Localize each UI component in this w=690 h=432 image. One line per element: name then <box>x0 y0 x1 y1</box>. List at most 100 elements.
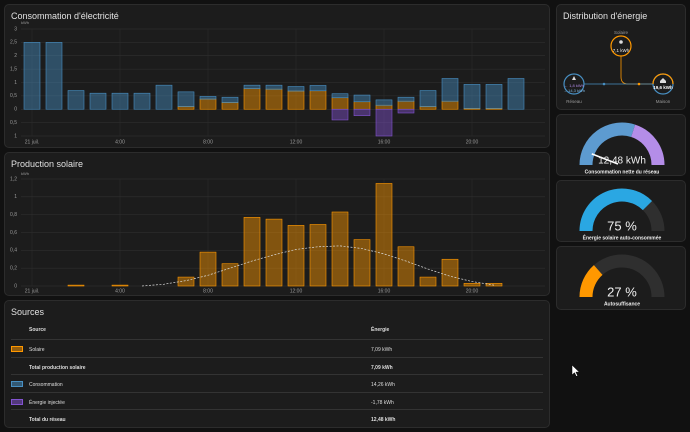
y-tick-label: 1 <box>14 80 17 86</box>
y-tick-label: 0,8 <box>10 212 17 218</box>
bar <box>353 94 371 103</box>
bar <box>397 100 415 110</box>
y-tick-label: 1 <box>14 133 17 139</box>
card-title: Distribution d'énergie <box>563 11 648 21</box>
bar <box>485 283 503 287</box>
bar <box>243 217 261 287</box>
bar <box>177 106 195 110</box>
source-cell: Solaire <box>29 347 45 353</box>
energy-cell: 7,09 kWh <box>371 364 393 371</box>
separator <box>11 356 543 358</box>
x-tick-label: 21 juil. <box>25 139 39 145</box>
node-value: ← 1,8 kWh <box>564 83 584 88</box>
bar <box>331 97 349 110</box>
bar <box>177 276 195 287</box>
x-tick-label: 16:00 <box>378 288 391 294</box>
grid-node <box>563 73 585 95</box>
gauge-arc <box>630 124 665 166</box>
bar <box>375 183 393 287</box>
gauge-card: 27 % Autosuffisance <box>556 246 686 310</box>
x-tick-label: 12:00 <box>290 288 303 294</box>
gauge-card: 75 % Énergie solaire auto-consommée <box>556 180 686 242</box>
bar <box>419 90 437 107</box>
home-ring <box>652 73 674 85</box>
swatch <box>11 398 23 405</box>
chart: kWh 21 juil. 4:00 8:00 12:00 16:00 20:00 3 2,5 2 1… <box>10 20 545 145</box>
bar <box>397 96 415 102</box>
y-tick-label: 0 <box>14 107 17 113</box>
card-title: Production solaire <box>11 159 84 169</box>
x-tick-label: 12:00 <box>290 139 303 145</box>
gauge: 12,48 kWh Consommation nette du réseau <box>579 122 665 175</box>
flow-dot <box>637 82 641 86</box>
y-tick-label: 1,5 <box>10 66 17 72</box>
bar <box>221 102 239 110</box>
bar <box>177 91 195 107</box>
bar <box>23 42 41 110</box>
bar <box>287 86 305 92</box>
distribution-card: Distribution d'énergie Solaire 7,1 kWh ←… <box>556 4 686 110</box>
y-tick-label: 0 <box>14 283 17 289</box>
bar <box>243 84 261 89</box>
bar <box>221 96 239 103</box>
source-cell: Total production solaire <box>29 364 86 371</box>
bar <box>265 218 283 287</box>
bar <box>199 98 217 110</box>
separator <box>11 339 543 340</box>
bar <box>441 78 459 102</box>
mouse-cursor <box>571 364 580 377</box>
bar <box>397 108 415 114</box>
y-axis-label: kWh <box>21 20 29 25</box>
bar <box>243 88 261 110</box>
gauge-label: 75 % <box>607 218 637 233</box>
bar <box>111 284 129 287</box>
bar <box>133 92 151 110</box>
gauge-value <box>579 188 653 232</box>
x-tick-label: 4:00 <box>115 139 125 145</box>
energy-cell: -1,78 kWh <box>371 399 394 406</box>
bar <box>67 284 85 287</box>
solar-flow <box>620 56 653 85</box>
x-tick-label: 8:00 <box>203 139 213 145</box>
bar <box>265 88 283 110</box>
bar <box>507 78 525 110</box>
line <box>141 245 495 287</box>
sources-card: Sources Source Énergie Solaire 7,09 kWh To… <box>4 300 550 428</box>
y-tick-label: 0,4 <box>10 248 17 254</box>
solar-card: Production solaire kWh 21 juil. 4:00 8:00 12… <box>4 152 550 296</box>
card-title: Consommation d'électricité <box>11 11 119 21</box>
bar <box>221 263 239 287</box>
y-tick-label: 1 <box>14 194 17 200</box>
x-tick-label: 16:00 <box>378 139 391 145</box>
energy-cell: 7,09 kWh <box>371 347 393 353</box>
gauge: 75 %Énergie solaire auto-consommée <box>579 188 665 241</box>
bar <box>485 84 503 109</box>
column-header: Source <box>29 327 46 333</box>
home-icon <box>660 78 666 83</box>
bar <box>309 90 327 110</box>
y-tick-label: 2 <box>14 53 17 59</box>
bar <box>309 85 327 92</box>
source-cell: Énergie injectée <box>29 399 65 406</box>
y-tick-label: 0,5 <box>10 93 17 99</box>
bar <box>89 92 107 110</box>
distribution-diagram: Solaire 7,1 kWh ← 1,8 kWh → 14,3 kWh Rés… <box>563 30 674 104</box>
gauge-card: 12,48 kWh Consommation nette du réseau <box>556 114 686 176</box>
bar <box>331 108 349 121</box>
bar <box>353 108 371 116</box>
gauge-value <box>579 265 603 298</box>
x-tick-label: 8:00 <box>203 288 213 294</box>
separator <box>11 391 543 393</box>
node-label: Solaire <box>614 30 629 35</box>
card-title: Sources <box>11 307 45 317</box>
bar <box>463 283 481 287</box>
bar <box>67 90 85 110</box>
bar <box>441 100 459 110</box>
gauge-label: 12,48 kWh <box>598 156 646 167</box>
bar <box>199 251 217 287</box>
bar <box>309 224 327 287</box>
bar <box>111 92 129 110</box>
source-cell: Total du réseau <box>29 417 66 423</box>
bar <box>287 225 305 287</box>
